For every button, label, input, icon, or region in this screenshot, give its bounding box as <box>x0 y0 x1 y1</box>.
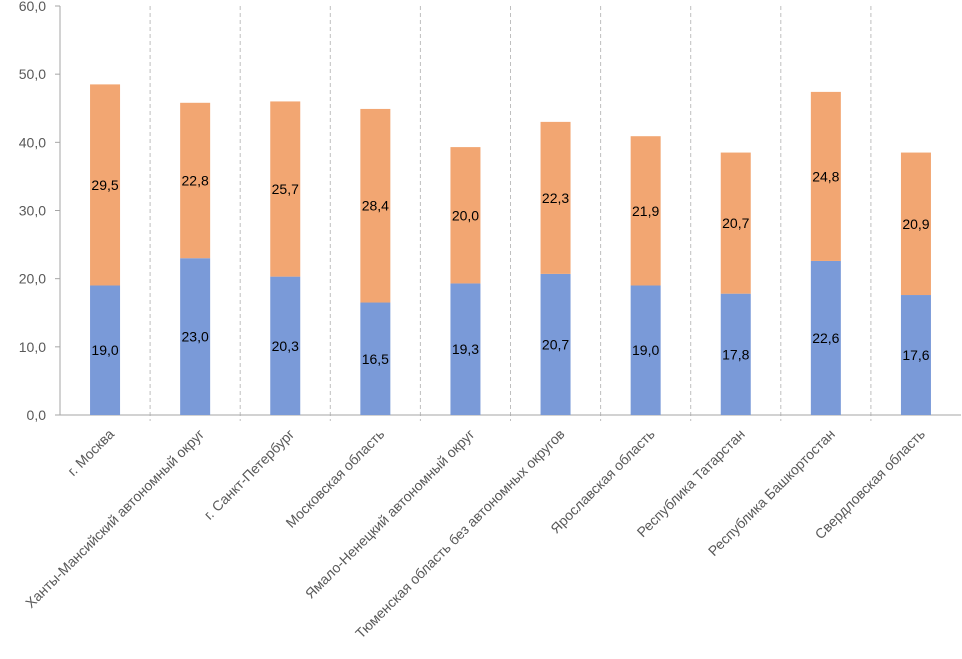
bar-segment-series-1 <box>450 283 481 415</box>
bar-segment-series-2 <box>270 101 301 277</box>
bar-segment-series-1 <box>900 295 931 415</box>
bar-segment-series-2 <box>360 108 391 303</box>
data-label: 16,5 <box>362 351 389 367</box>
x-tick-label: Московская область <box>282 426 387 531</box>
bar-layer <box>90 84 931 415</box>
x-tick-label: Ямало-Ненецкий автономный округ <box>302 426 478 602</box>
bar-segment-series-1 <box>540 273 571 415</box>
data-label: 21,9 <box>632 203 659 219</box>
bar-segment-series-1 <box>630 285 661 415</box>
data-label: 19,0 <box>91 342 118 358</box>
bar-segment-series-2 <box>900 152 931 296</box>
bar-segment-series-2 <box>180 102 211 259</box>
bar-segment-series-2 <box>540 121 571 274</box>
data-label: 20,7 <box>542 336 569 352</box>
y-tick-label: 10,0 <box>19 339 46 355</box>
data-label: 20,0 <box>452 207 479 223</box>
data-label: 22,6 <box>812 330 839 346</box>
grid-layer <box>149 6 872 421</box>
x-tick-label: Ханты-Мансийский автономный округ <box>22 426 207 611</box>
y-tick-label: 50,0 <box>19 66 46 82</box>
axis-layer: 0,0 10,0 20,0 30,0 40,0 50,0 60,0 <box>19 0 961 423</box>
data-label: 17,8 <box>722 346 749 362</box>
y-tick-label: 40,0 <box>19 134 46 150</box>
y-tick-label: 20,0 <box>19 271 46 287</box>
bar-segment-series-1 <box>270 276 301 415</box>
bar-segment-series-2 <box>90 84 121 286</box>
data-label: 22,3 <box>542 190 569 206</box>
bar-segment-series-2 <box>450 147 481 284</box>
bar-segment-series-2 <box>630 136 661 286</box>
data-label: 17,6 <box>902 347 929 363</box>
bar-segment-series-1 <box>360 302 391 415</box>
x-tick-label: г. Санкт-Петербург <box>201 426 298 523</box>
bar-segment-series-2 <box>720 152 751 294</box>
data-label: 19,3 <box>452 341 479 357</box>
bar-segment-series-1 <box>720 293 751 415</box>
data-label: 19,0 <box>632 342 659 358</box>
bar-segment-series-1 <box>90 285 121 415</box>
data-label: 25,7 <box>272 181 299 197</box>
y-tick-label: 30,0 <box>19 203 46 219</box>
data-label: 20,7 <box>722 215 749 231</box>
data-label: 20,9 <box>902 216 929 232</box>
bar-segment-series-1 <box>810 260 841 415</box>
data-label: 28,4 <box>362 198 389 214</box>
y-tick-label: 0,0 <box>27 407 47 423</box>
data-label: 24,8 <box>812 168 839 184</box>
data-label: 20,3 <box>272 338 299 354</box>
bar-segment-series-2 <box>810 91 841 261</box>
data-label: 29,5 <box>91 177 118 193</box>
label-layer: 19,0 29,5 23,0 22,8 20,3 25,7 16,5 28,4 19,3 20,0… <box>91 168 929 366</box>
x-tick-label: Тюменская область без автономных округов <box>352 426 568 642</box>
x-tick-label: г. Москва <box>64 426 117 479</box>
bar-segment-series-1 <box>180 258 211 415</box>
y-tick-label: 60,0 <box>19 0 46 14</box>
data-label: 23,0 <box>182 329 209 345</box>
data-label: 22,8 <box>182 173 209 189</box>
